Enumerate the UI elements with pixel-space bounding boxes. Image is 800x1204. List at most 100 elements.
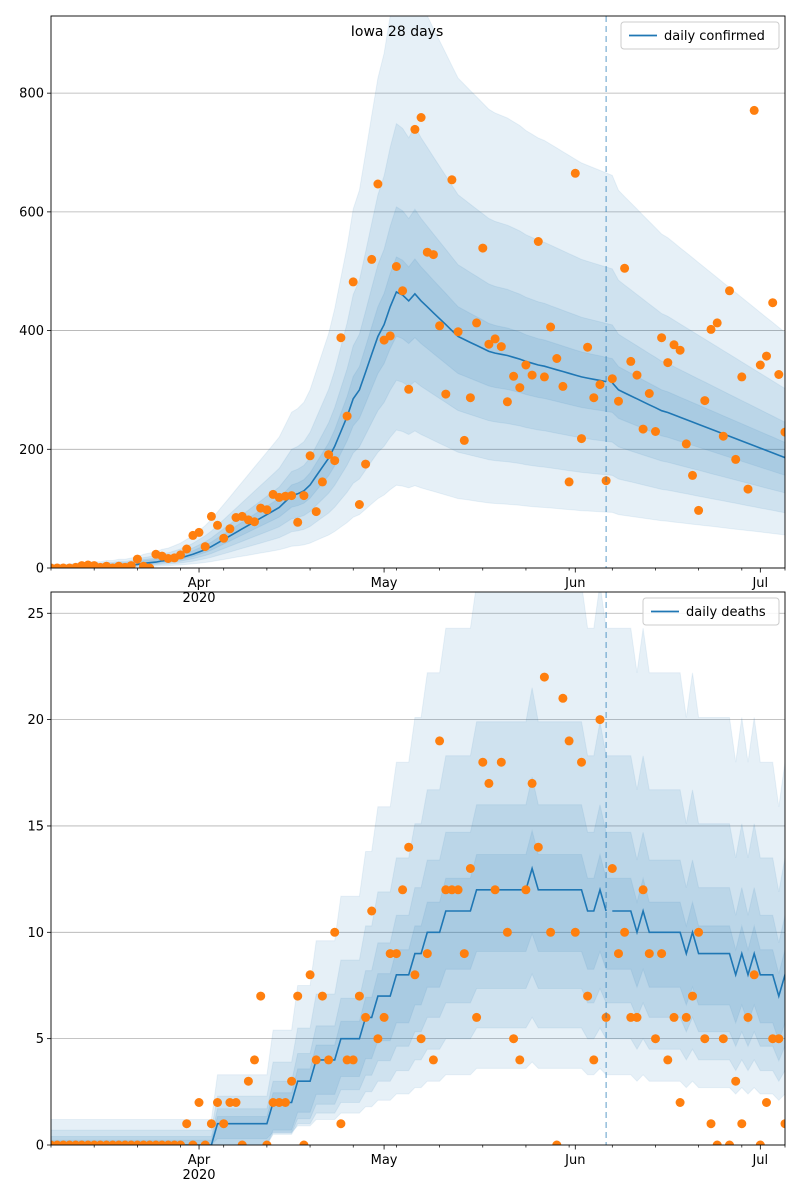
- y-tick-label: 400: [19, 324, 44, 339]
- data-point: [787, 302, 796, 311]
- data-point: [509, 1034, 518, 1043]
- y-tick-label: 200: [19, 443, 44, 458]
- data-point: [657, 949, 666, 958]
- data-point: [404, 385, 413, 394]
- x-tick-sublabel: 2020: [182, 591, 215, 606]
- data-point: [546, 928, 555, 937]
- data-point: [645, 389, 654, 398]
- data-point: [404, 843, 413, 852]
- data-point: [318, 992, 327, 1001]
- data-point: [700, 1034, 709, 1043]
- x-tick-label: Jun: [564, 1153, 585, 1168]
- data-point: [663, 358, 672, 367]
- data-point: [614, 397, 623, 406]
- data-point: [756, 361, 765, 370]
- data-point: [558, 382, 567, 391]
- data-point: [676, 346, 685, 355]
- data-point: [330, 928, 339, 937]
- data-point: [417, 1034, 426, 1043]
- data-point: [478, 244, 487, 253]
- data-point: [133, 555, 142, 564]
- x-tick-label: Jul: [751, 576, 768, 591]
- data-point: [497, 758, 506, 767]
- data-point: [565, 477, 574, 486]
- data-point: [336, 1119, 345, 1128]
- data-point: [472, 1013, 481, 1022]
- data-point: [293, 992, 302, 1001]
- data-point: [330, 456, 339, 465]
- data-point: [737, 1119, 746, 1128]
- data-point: [201, 542, 210, 551]
- x-tick-label: Jun: [564, 576, 585, 591]
- data-point: [633, 1013, 642, 1022]
- data-point: [589, 1055, 598, 1064]
- data-point: [336, 333, 345, 342]
- data-point: [768, 298, 777, 307]
- data-point: [620, 264, 629, 273]
- data-point: [682, 439, 691, 448]
- data-point: [219, 534, 228, 543]
- data-point: [503, 397, 512, 406]
- data-point: [429, 1055, 438, 1064]
- data-point: [491, 334, 500, 343]
- data-point: [737, 372, 746, 381]
- data-point: [232, 1098, 241, 1107]
- data-point: [454, 885, 463, 894]
- data-point: [225, 524, 234, 533]
- y-tick-label: 800: [19, 87, 44, 102]
- data-point: [528, 371, 537, 380]
- data-point: [318, 477, 327, 486]
- legend: daily deaths: [643, 598, 779, 625]
- data-point: [645, 949, 654, 958]
- data-point: [744, 485, 753, 494]
- data-point: [484, 779, 493, 788]
- data-point: [694, 506, 703, 515]
- data-point: [410, 125, 419, 134]
- data-point: [639, 425, 648, 434]
- data-point: [583, 343, 592, 352]
- x-tick-label: Apr: [188, 1153, 211, 1168]
- data-point: [614, 949, 623, 958]
- data-point: [571, 169, 580, 178]
- data-point: [299, 491, 308, 500]
- y-tick-label: 0: [36, 562, 44, 577]
- data-point: [478, 758, 487, 767]
- legend: daily confirmed: [621, 22, 779, 49]
- data-point: [596, 715, 605, 724]
- data-point: [256, 992, 265, 1001]
- data-point: [571, 928, 580, 937]
- data-point: [521, 361, 530, 370]
- data-point: [349, 277, 358, 286]
- data-point: [250, 517, 259, 526]
- x-tick-sublabel: 2020: [182, 1168, 215, 1183]
- data-point: [355, 500, 364, 509]
- data-point: [361, 1013, 370, 1022]
- data-point: [528, 779, 537, 788]
- data-point: [441, 390, 450, 399]
- data-point: [466, 393, 475, 402]
- data-point: [312, 1055, 321, 1064]
- data-point: [373, 180, 382, 189]
- data-point: [410, 970, 419, 979]
- data-point: [195, 1098, 204, 1107]
- y-tick-label: 10: [27, 926, 44, 941]
- data-point: [281, 1098, 290, 1107]
- data-point: [793, 122, 800, 131]
- data-point: [596, 380, 605, 389]
- data-point: [367, 255, 376, 264]
- data-point: [423, 949, 432, 958]
- data-point: [744, 1013, 753, 1022]
- data-point: [670, 1013, 679, 1022]
- data-point: [207, 1119, 216, 1128]
- data-point: [373, 1034, 382, 1043]
- data-point: [633, 371, 642, 380]
- data-point: [694, 928, 703, 937]
- data-point: [793, 1098, 800, 1107]
- data-point: [663, 1055, 672, 1064]
- data-point: [182, 1119, 191, 1128]
- data-point: [219, 1119, 228, 1128]
- data-point: [651, 427, 660, 436]
- data-point: [312, 507, 321, 516]
- data-point: [688, 992, 697, 1001]
